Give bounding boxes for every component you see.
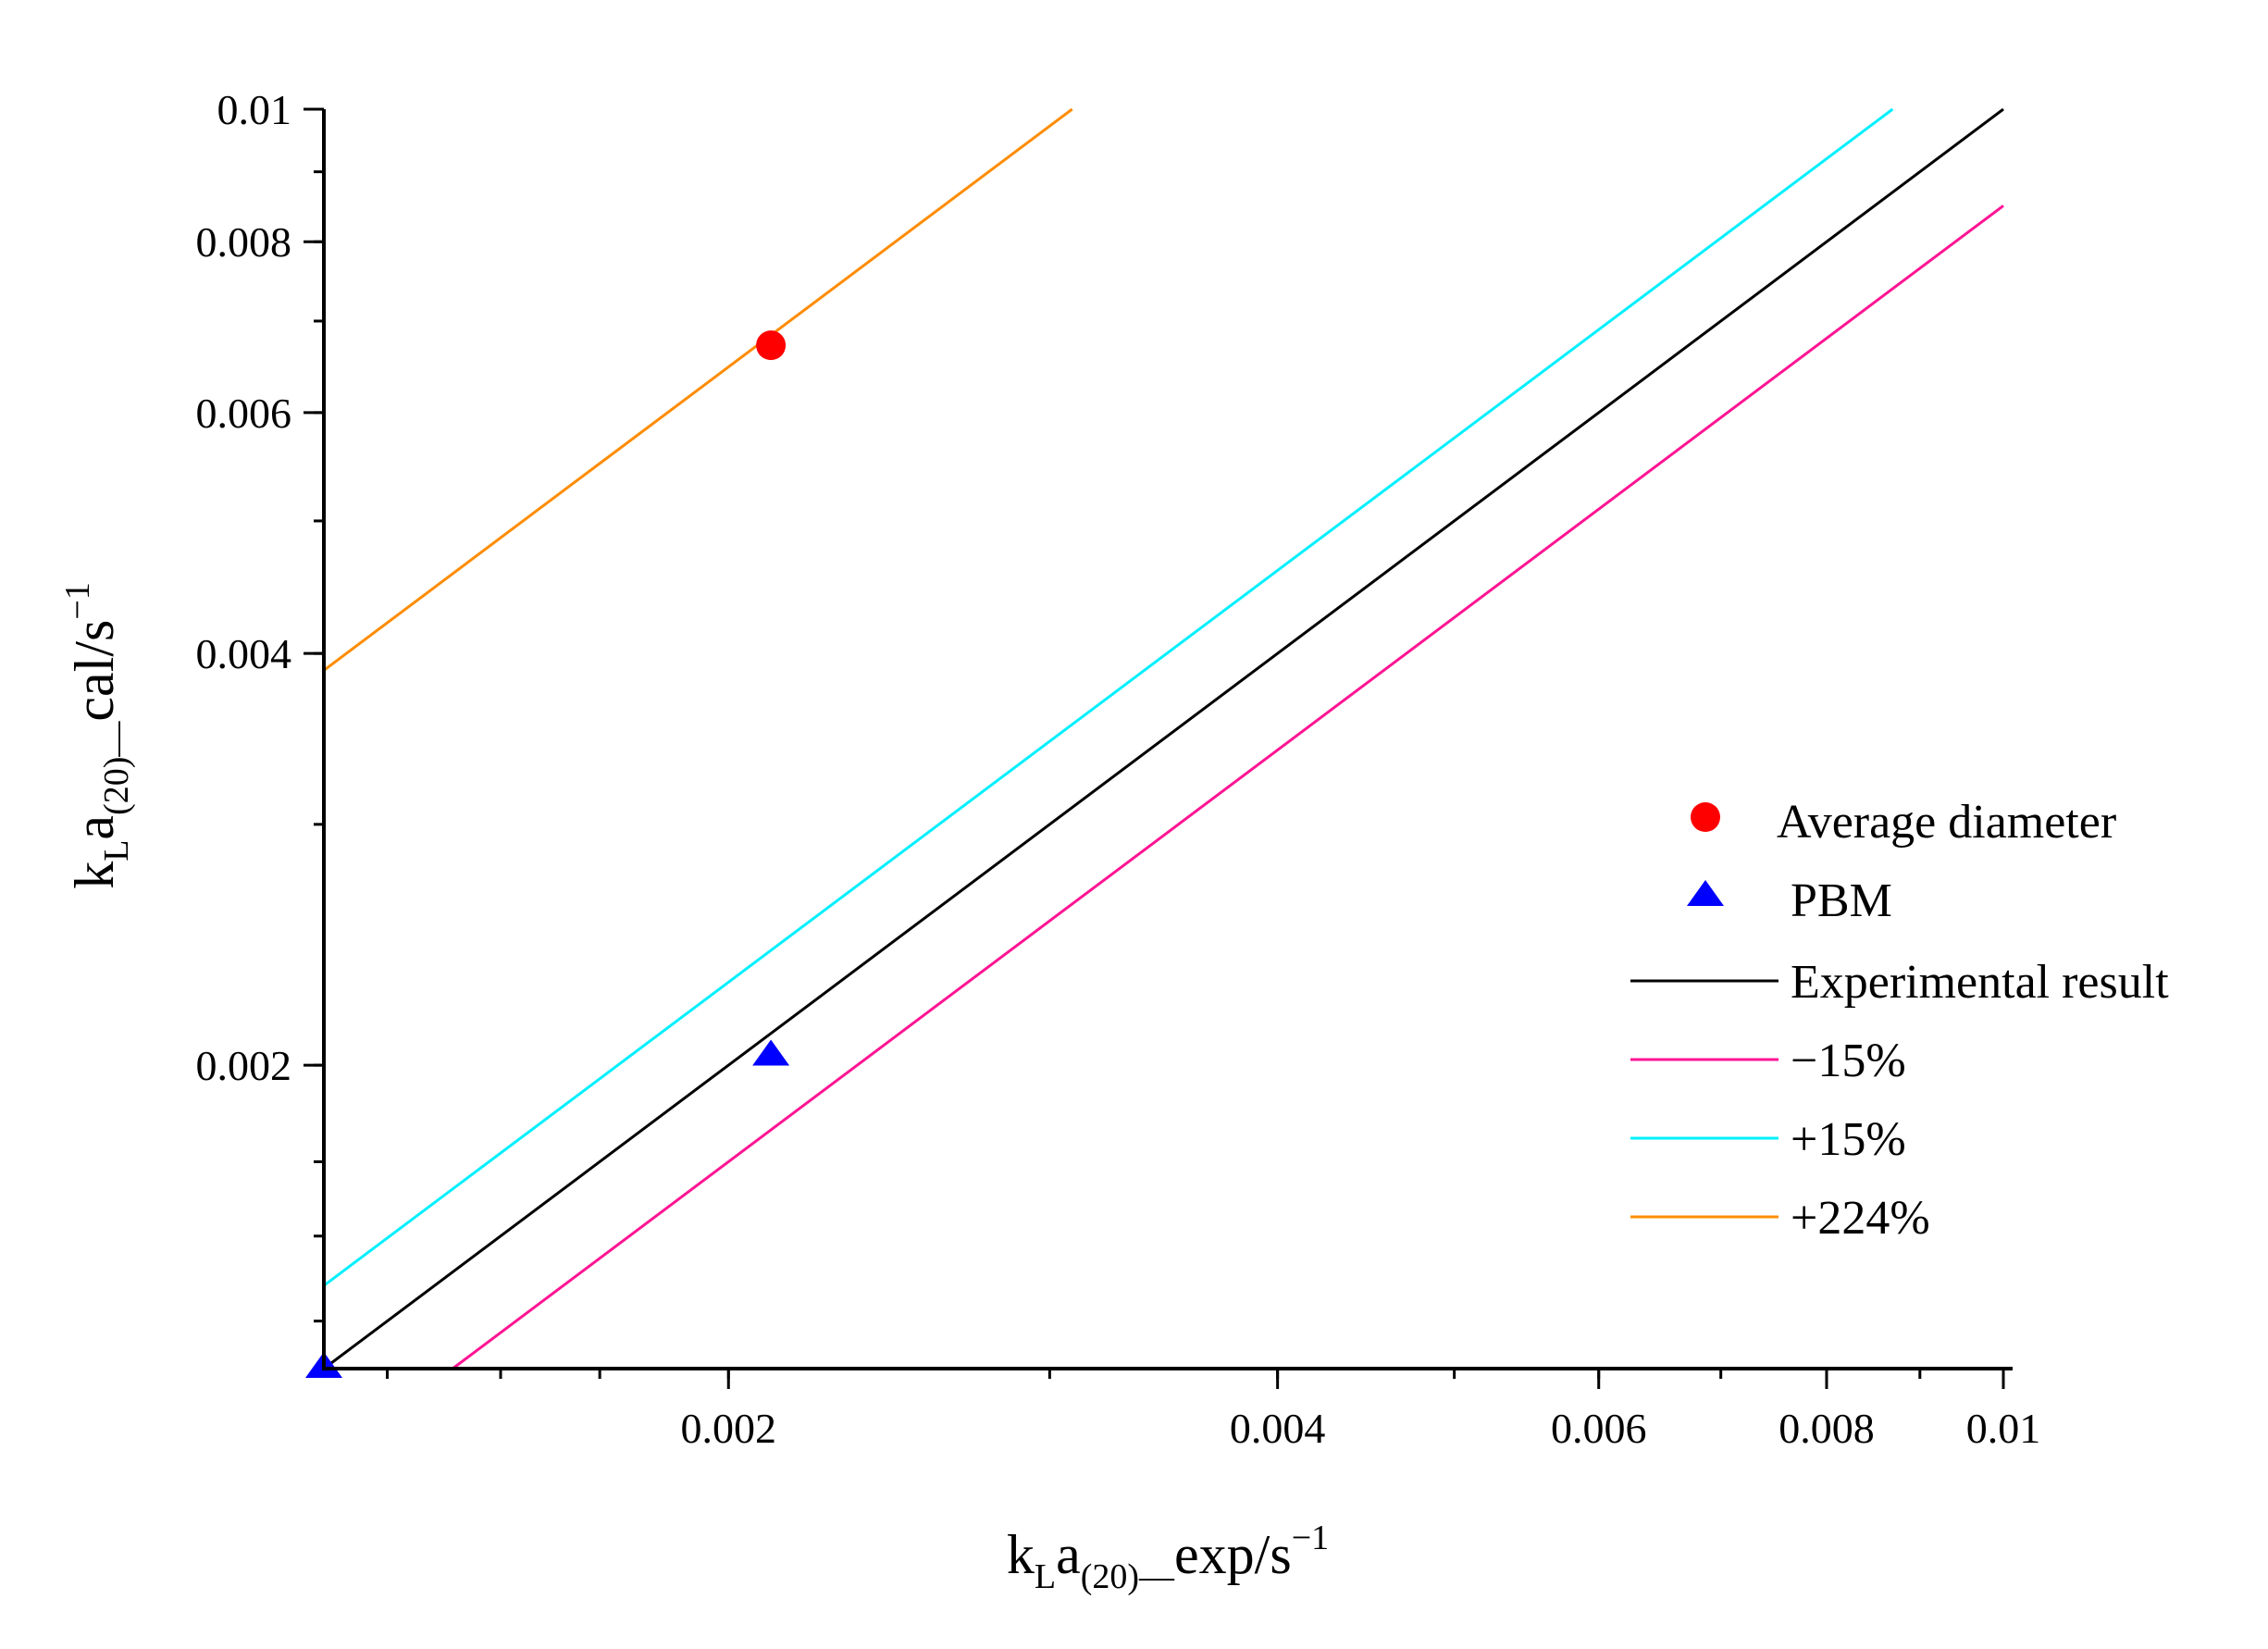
x-tick-label-3: 0.008 bbox=[1778, 1405, 1875, 1452]
legend-label-minus-15: −15% bbox=[1791, 1035, 1906, 1087]
plot-lines bbox=[323, 107, 2004, 1370]
legend-marker-pbm bbox=[1687, 880, 1724, 906]
y-tick-label-3: 0.008 bbox=[196, 218, 292, 266]
y-tick-label-2: 0.006 bbox=[196, 390, 292, 437]
series-line-minus-15 bbox=[452, 205, 2004, 1370]
y-tick-label-4: 0.01 bbox=[217, 86, 292, 133]
legend-label-plus-15: +15% bbox=[1791, 1113, 1906, 1166]
x-tick-label-0: 0.002 bbox=[681, 1405, 777, 1452]
legend: Average diameter PBM Experimental result… bbox=[1630, 796, 2169, 1245]
series-line-experimental-result bbox=[323, 107, 2004, 1370]
y-axis-title: kLa(20)—cal/s−1 bbox=[58, 582, 136, 889]
legend-label-experimental-result: Experimental result bbox=[1791, 956, 2169, 1009]
y-ticks: 0.002 0.004 0.006 0.008 0.01 bbox=[196, 86, 324, 1323]
legend-marker-average-diameter bbox=[1691, 802, 1720, 832]
x-ticks: 0.002 0.004 0.006 0.008 0.01 bbox=[386, 1369, 2041, 1452]
x-tick-label-1: 0.004 bbox=[1230, 1405, 1326, 1452]
data-point-average-diameter-0 bbox=[756, 330, 787, 361]
data-point-pbm-0 bbox=[752, 1039, 790, 1066]
series-line-plus-15 bbox=[323, 107, 1894, 1287]
plot-points bbox=[305, 330, 790, 1378]
y-tick-label-1: 0.004 bbox=[196, 630, 292, 677]
legend-label-pbm: PBM bbox=[1791, 874, 1892, 927]
x-axis-title: kLa(20)—exp/s−1 bbox=[1007, 1519, 1329, 1596]
axes bbox=[322, 109, 2013, 1370]
legend-label-plus-224: +224% bbox=[1791, 1192, 1930, 1245]
series-line-plus-224 bbox=[323, 107, 1073, 672]
legend-label-average-diameter: Average diameter bbox=[1777, 796, 2116, 849]
x-tick-label-2: 0.006 bbox=[1551, 1405, 1647, 1452]
x-tick-label-4: 0.01 bbox=[1966, 1405, 2041, 1452]
y-tick-label-0: 0.002 bbox=[196, 1042, 292, 1089]
